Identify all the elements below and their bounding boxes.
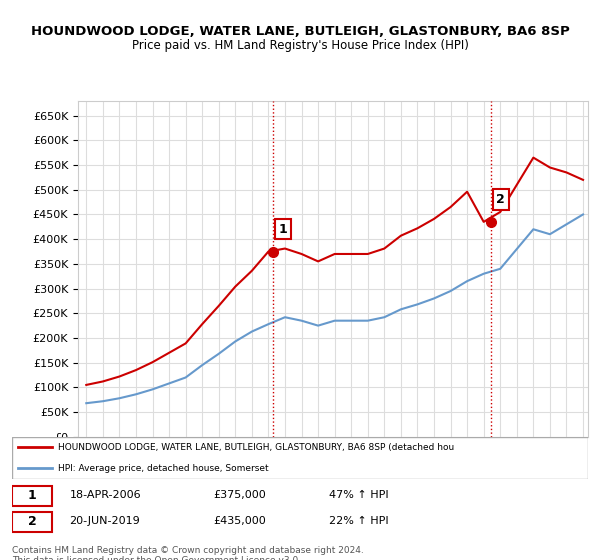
Text: 18-APR-2006: 18-APR-2006 <box>70 490 141 500</box>
Text: 47% ↑ HPI: 47% ↑ HPI <box>329 490 388 500</box>
Text: £375,000: £375,000 <box>214 490 266 500</box>
Text: £435,000: £435,000 <box>214 516 266 526</box>
Text: Contains HM Land Registry data © Crown copyright and database right 2024.
This d: Contains HM Land Registry data © Crown c… <box>12 546 364 560</box>
Text: 20-JUN-2019: 20-JUN-2019 <box>70 516 140 526</box>
Text: HOUNDWOOD LODGE, WATER LANE, BUTLEIGH, GLASTONBURY, BA6 8SP: HOUNDWOOD LODGE, WATER LANE, BUTLEIGH, G… <box>31 25 569 38</box>
Text: Price paid vs. HM Land Registry's House Price Index (HPI): Price paid vs. HM Land Registry's House … <box>131 39 469 52</box>
Text: HOUNDWOOD LODGE, WATER LANE, BUTLEIGH, GLASTONBURY, BA6 8SP (detached hou: HOUNDWOOD LODGE, WATER LANE, BUTLEIGH, G… <box>58 443 454 452</box>
Text: 1: 1 <box>28 489 37 502</box>
Text: 1: 1 <box>278 223 287 236</box>
Text: HPI: Average price, detached house, Somerset: HPI: Average price, detached house, Some… <box>58 464 269 473</box>
Text: 2: 2 <box>28 515 37 528</box>
FancyBboxPatch shape <box>12 487 52 506</box>
FancyBboxPatch shape <box>12 512 52 533</box>
Text: 2: 2 <box>496 193 505 206</box>
FancyBboxPatch shape <box>12 437 588 479</box>
Text: 22% ↑ HPI: 22% ↑ HPI <box>329 516 388 526</box>
